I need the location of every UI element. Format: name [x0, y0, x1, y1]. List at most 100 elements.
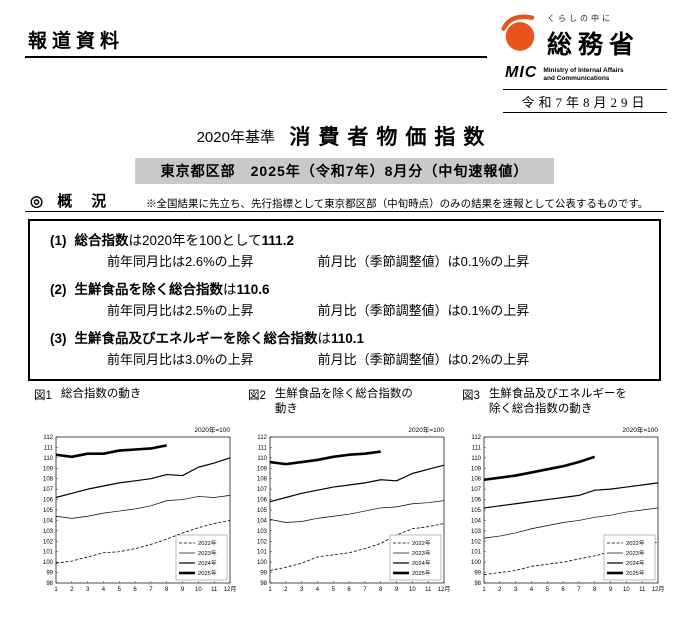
svg-text:11: 11 — [425, 587, 432, 593]
summary-item-1-line2: 前年同月比は2.6%の上昇 前月比（季節調整値）は0.1%の上昇 — [50, 251, 645, 272]
svg-text:9: 9 — [609, 587, 613, 593]
svg-text:2023年: 2023年 — [412, 549, 431, 557]
logo-tagline: くらしの中に — [547, 14, 613, 23]
svg-text:110: 110 — [471, 456, 481, 462]
summary-item-2-line1: (2) 生鮮食品を除く総合指数は110.6 — [50, 279, 645, 300]
summary-item-2-yoy: 前年同月比は2.5%の上昇 — [107, 303, 254, 318]
svg-text:100: 100 — [257, 560, 268, 566]
svg-text:109: 109 — [471, 466, 482, 472]
report-subtitle: 東京都区部 2025年（令和7年）8月分（中旬速報値） — [134, 158, 555, 184]
svg-text:11: 11 — [211, 587, 218, 593]
svg-text:1: 1 — [268, 587, 272, 593]
svg-text:99: 99 — [260, 571, 267, 577]
svg-text:2022年: 2022年 — [626, 539, 645, 547]
svg-text:112: 112 — [43, 435, 53, 441]
ministry-name: 総務省 — [547, 32, 641, 59]
svg-text:12月: 12月 — [224, 586, 236, 593]
summary-item-2-mom: 前月比（季節調整値）は0.1%の上昇 — [317, 303, 530, 318]
svg-text:12月: 12月 — [652, 586, 664, 593]
figure2-number: 図2 — [248, 390, 266, 402]
mic-full-line1: Ministry of Internal Affairs — [543, 67, 624, 74]
svg-text:12月: 12月 — [438, 586, 450, 593]
svg-text:105: 105 — [43, 508, 54, 514]
svg-text:9: 9 — [395, 587, 399, 593]
svg-text:109: 109 — [43, 466, 54, 472]
header-rule — [25, 56, 487, 58]
svg-text:2022年: 2022年 — [412, 539, 431, 547]
svg-text:107: 107 — [257, 487, 268, 493]
overview-mark: ◎ — [30, 193, 46, 210]
svg-text:3: 3 — [514, 587, 518, 593]
svg-text:10: 10 — [195, 587, 202, 593]
summary-item-2-mid: は — [223, 282, 237, 297]
svg-text:10: 10 — [623, 587, 630, 593]
title-prefix: 2020年基準 — [196, 129, 275, 146]
svg-text:4: 4 — [102, 587, 106, 593]
svg-text:2020年=100: 2020年=100 — [622, 425, 658, 434]
svg-text:2022年: 2022年 — [198, 539, 217, 547]
figure3-title: 生鮮食品及びエネルギーを除く総合指数の動き — [488, 388, 627, 415]
svg-text:2025年: 2025年 — [198, 569, 217, 577]
svg-text:100: 100 — [43, 560, 54, 566]
svg-text:105: 105 — [257, 508, 268, 514]
summary-item-2-line2: 前年同月比は2.5%の上昇 前月比（季節調整値）は0.1%の上昇 — [50, 300, 645, 321]
summary-item-2-name: 生鮮食品を除く総合指数 — [74, 282, 224, 297]
svg-text:111: 111 — [258, 445, 268, 451]
svg-text:99: 99 — [474, 571, 481, 577]
figure2-caption: 図2 生鮮食品を除く総合指数の動き — [248, 387, 419, 417]
svg-text:1: 1 — [482, 587, 486, 593]
summary-item-3-line1: (3) 生鮮食品及びエネルギーを除く総合指数は110.1 — [50, 328, 645, 349]
svg-text:108: 108 — [471, 477, 482, 483]
svg-text:103: 103 — [471, 529, 482, 535]
figure1-number: 図1 — [34, 390, 52, 402]
svg-text:5: 5 — [118, 587, 122, 593]
svg-text:5: 5 — [546, 587, 550, 593]
svg-text:106: 106 — [471, 498, 482, 504]
svg-text:98: 98 — [260, 581, 267, 587]
svg-text:108: 108 — [43, 477, 54, 483]
summary-item-3-number: (3) — [50, 331, 67, 346]
svg-text:10: 10 — [409, 587, 416, 593]
figure1-title: 総合指数の動き — [60, 388, 142, 400]
press-date: 令和7年8月29日 — [521, 95, 649, 110]
summary-item-1: (1) 総合指数は2020年を100として111.2 前年同月比は2.6%の上昇前… — [50, 230, 645, 272]
figure3-number: 図3 — [462, 390, 480, 402]
svg-text:105: 105 — [471, 508, 482, 514]
svg-text:7: 7 — [577, 587, 581, 593]
mic-acronym: MIC — [505, 64, 538, 81]
logo-text: くらしの中に 総務省 — [547, 10, 640, 61]
summary-item-1-name: 総合指数 — [74, 233, 129, 248]
summary-item-3-yoy: 前年同月比は3.0%の上昇 — [107, 352, 254, 367]
summary-item-1-mom: 前月比（季節調整値）は0.1%の上昇 — [317, 254, 530, 269]
svg-text:104: 104 — [257, 518, 268, 524]
svg-text:99: 99 — [46, 571, 53, 577]
date-rule-top — [503, 89, 667, 90]
svg-text:103: 103 — [43, 529, 54, 535]
svg-text:111: 111 — [44, 445, 54, 451]
figure1-caption: 図1 総合指数の動き — [34, 387, 205, 403]
summary-item-1-mid: は2020年を100として — [128, 233, 262, 248]
summary-item-2-value: 110.6 — [236, 282, 270, 297]
svg-text:101: 101 — [43, 550, 54, 556]
summary-item-2: (2) 生鮮食品を除く総合指数は110.6 前年同月比は2.5%の上昇 前月比（季節… — [50, 279, 645, 321]
summary-item-3-line2: 前年同月比は3.0%の上昇 前月比（季節調整値）は0.2%の上昇 — [50, 349, 645, 370]
svg-text:2020年=100: 2020年=100 — [408, 425, 444, 434]
summary-item-3-mid: は — [317, 331, 332, 346]
svg-text:2023年: 2023年 — [198, 549, 217, 557]
summary-item-1-number: (1) — [50, 233, 67, 248]
summary-item-1-yoy: 前年同月比は2.6%の上昇 — [107, 254, 254, 269]
summary-item-3-value: 110.1 — [331, 331, 365, 346]
svg-text:106: 106 — [43, 498, 54, 504]
svg-text:7: 7 — [149, 587, 153, 593]
svg-text:107: 107 — [43, 487, 54, 493]
svg-text:103: 103 — [257, 529, 268, 535]
svg-text:6: 6 — [133, 587, 137, 593]
svg-text:98: 98 — [46, 581, 53, 587]
mic-logo-icon — [501, 14, 535, 51]
ministry-logo-block: くらしの中に 総務省 — [498, 10, 640, 61]
summary-item-2-number: (2) — [50, 282, 67, 297]
svg-text:2025年: 2025年 — [626, 569, 645, 577]
svg-text:11: 11 — [639, 587, 646, 593]
svg-text:7: 7 — [363, 587, 367, 593]
svg-text:100: 100 — [471, 560, 482, 566]
